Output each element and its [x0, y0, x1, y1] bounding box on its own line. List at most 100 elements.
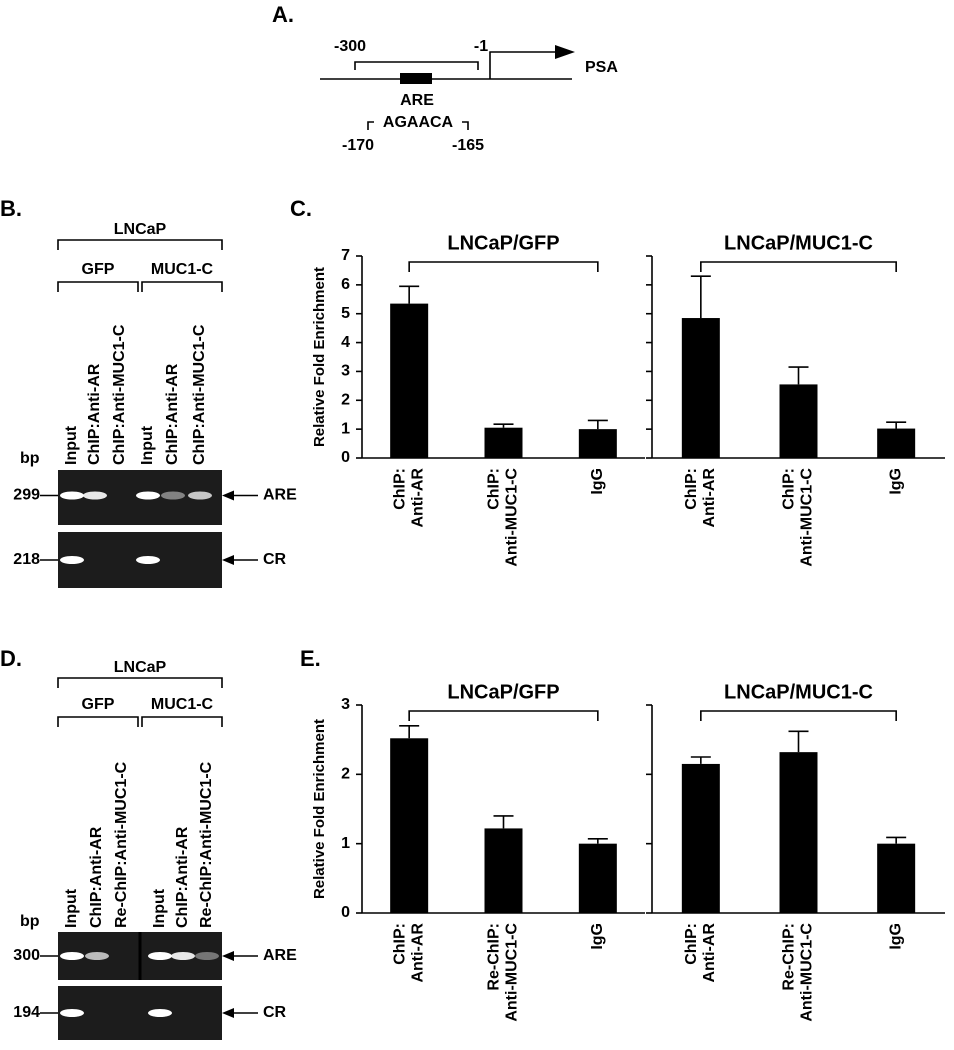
band — [83, 491, 107, 500]
y-tick-label: 6 — [341, 276, 350, 293]
y-tick-label: 3 — [341, 696, 350, 713]
x-tick-label: Anti-AR — [409, 923, 426, 983]
band — [195, 952, 219, 960]
subgroup-label: MUC1-C — [151, 696, 214, 713]
bar — [484, 427, 523, 458]
y-tick-label: 7 — [341, 247, 350, 264]
error-bar — [493, 815, 514, 829]
error-bar — [886, 836, 907, 844]
lane-label: ChIP:Anti-AR — [174, 826, 191, 928]
error-bar — [788, 366, 809, 385]
y-tick-label: 5 — [341, 305, 350, 322]
bar — [681, 763, 720, 913]
x-tick-label: Re-ChIP: — [781, 923, 798, 991]
target-label: ARE — [263, 947, 297, 964]
bar — [779, 752, 818, 913]
band — [60, 556, 84, 564]
error-bar — [399, 285, 420, 304]
position-label: -300 — [334, 38, 366, 55]
lane-label: ChIP:Anti-AR — [164, 363, 181, 465]
x-tick-label: Anti-AR — [701, 468, 718, 528]
subgroup-bracket — [57, 716, 139, 727]
element-label: ARE — [400, 92, 434, 109]
tss-arrow — [489, 51, 560, 79]
error-bar — [690, 275, 711, 319]
bar — [484, 828, 523, 913]
title-bracket — [408, 710, 599, 721]
lane-label: Input — [63, 425, 80, 465]
sequence-bracket — [367, 121, 469, 130]
size-label: 218 — [13, 551, 40, 568]
band — [188, 491, 212, 500]
bar — [877, 843, 916, 913]
x-tick-label: Re-ChIP: — [486, 923, 503, 991]
x-tick-label: Anti-AR — [409, 468, 426, 528]
group-bracket — [57, 677, 223, 688]
x-tick-label: IgG — [589, 923, 606, 950]
x-tick-label: Anti-MUC1-C — [799, 468, 816, 567]
sequence: AGAACA — [383, 114, 454, 131]
size-label: 300 — [13, 947, 40, 964]
lane-label: Input — [139, 425, 156, 465]
panel-label: B. — [0, 196, 22, 221]
lane-label: Re-ChIP:Anti-MUC1-C — [113, 761, 130, 928]
y-tick-label: 1 — [341, 835, 350, 852]
band — [148, 952, 172, 960]
x-tick-label: IgG — [887, 468, 904, 495]
subgroup-bracket — [141, 281, 223, 292]
group-bracket — [57, 239, 223, 250]
x-tick-label: Anti-MUC1-C — [504, 468, 521, 567]
position-label: -165 — [452, 137, 484, 154]
group-label: LNCaP — [114, 659, 167, 676]
bar — [578, 843, 617, 913]
arrow-head — [222, 951, 234, 961]
error-bar — [788, 730, 809, 753]
y-tick-label: 1 — [341, 420, 350, 437]
subgroup-label: MUC1-C — [151, 261, 214, 278]
y-tick-label: 4 — [341, 334, 350, 351]
x-tick-label: ChIP: — [683, 468, 700, 510]
chart-title: LNCaP/GFP — [447, 232, 559, 254]
band — [136, 556, 160, 564]
target-label: CR — [263, 1004, 287, 1021]
band — [161, 491, 185, 500]
lane-label: ChIP:Anti-MUC1-C — [111, 324, 128, 465]
position-label: -1 — [474, 38, 488, 55]
band — [148, 1009, 172, 1017]
subgroup-label: GFP — [82, 261, 115, 278]
bar — [578, 429, 617, 458]
arrow-head — [222, 490, 234, 501]
target-label: CR — [263, 551, 287, 568]
x-tick-label: ChIP: — [391, 468, 408, 510]
x-tick-label: Anti-MUC1-C — [504, 923, 521, 1022]
x-tick-label: IgG — [589, 468, 606, 495]
group-label: LNCaP — [114, 221, 167, 238]
x-tick-label: Anti-MUC1-C — [799, 923, 816, 1022]
subgroup-bracket — [141, 716, 223, 727]
panel-label: D. — [0, 646, 22, 671]
subgroup-label: GFP — [82, 696, 115, 713]
subgroup-bracket — [57, 281, 139, 292]
target-label: ARE — [263, 487, 297, 504]
bar — [390, 738, 429, 913]
error-bar — [690, 756, 711, 764]
lane-label: Re-ChIP:Anti-MUC1-C — [198, 761, 215, 928]
error-bar — [587, 419, 608, 430]
x-tick-label: ChIP: — [683, 923, 700, 965]
region-bracket — [354, 61, 479, 70]
error-bar — [587, 838, 608, 844]
size-label: 299 — [13, 487, 40, 504]
band — [171, 952, 195, 960]
lane-label: Input — [63, 888, 80, 928]
title-bracket — [700, 710, 897, 721]
band — [60, 1009, 84, 1017]
x-tick-label: ChIP: — [486, 468, 503, 510]
y-tick-label: 2 — [341, 392, 350, 409]
arrow-head — [222, 555, 234, 565]
chart-title: LNCaP/GFP — [447, 681, 559, 703]
arrow-head — [555, 45, 575, 59]
band — [136, 491, 160, 500]
y-tick-label: 0 — [341, 904, 350, 921]
